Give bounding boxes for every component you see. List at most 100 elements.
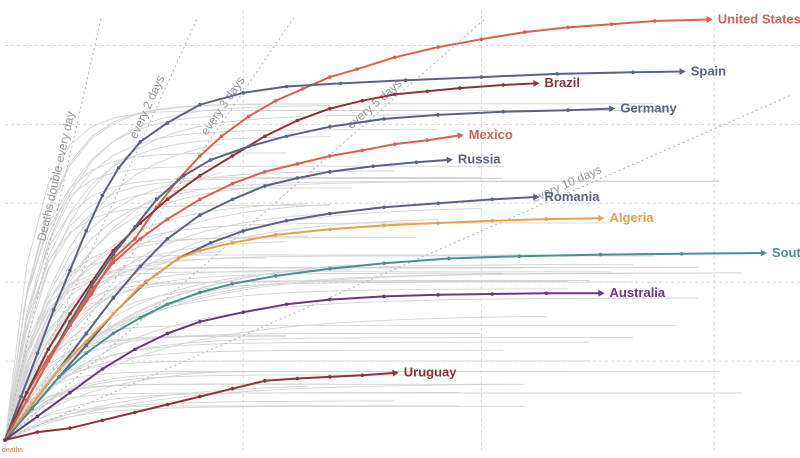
data-point [89, 284, 94, 288]
guide-line [4, 17, 487, 441]
data-point [490, 292, 495, 296]
data-point [230, 240, 235, 245]
data-point [46, 347, 51, 352]
data-point [138, 264, 143, 269]
guide-label: Deaths double every day [34, 110, 77, 243]
data-point [111, 296, 116, 300]
data-point [328, 154, 332, 158]
data-point [230, 154, 235, 158]
data-point [84, 351, 89, 356]
data-point [138, 315, 143, 320]
background-country-line [4, 254, 568, 441]
data-point [328, 266, 332, 271]
series-arrowhead [533, 80, 540, 87]
background-country-line [4, 218, 439, 441]
data-point [198, 173, 202, 178]
data-point [165, 217, 170, 221]
background-country-line [4, 204, 330, 441]
data-point [414, 160, 419, 165]
series-arrowhead [706, 16, 713, 23]
data-point [555, 72, 560, 76]
data-point [35, 430, 40, 434]
data-point [436, 201, 440, 206]
data-point [84, 343, 89, 348]
data-point [382, 205, 386, 210]
data-point [230, 197, 235, 202]
series-label: Mexico [469, 127, 513, 142]
guide-line [4, 17, 198, 441]
data-point [436, 45, 440, 49]
data-point [392, 55, 397, 60]
data-point [198, 102, 202, 107]
background-country-line [4, 212, 330, 441]
background-country-line [4, 237, 417, 441]
series-germany: Germany [3, 100, 677, 442]
data-point [198, 213, 202, 217]
data-point [328, 75, 332, 79]
axis-corner-label: deaths [2, 447, 24, 454]
background-country-line [4, 324, 677, 441]
data-point [111, 248, 116, 253]
data-point [68, 311, 72, 316]
background-country-line [4, 349, 504, 441]
series-romania: Romania [3, 189, 600, 442]
data-point [165, 302, 170, 307]
data-point [295, 162, 300, 166]
series-arrowhead [533, 193, 540, 201]
series-label: Germany [620, 100, 677, 115]
background-country-line [4, 263, 633, 441]
data-point [230, 181, 235, 186]
background-country-line [4, 405, 460, 441]
data-point [84, 339, 89, 344]
data-point [46, 359, 51, 363]
data-point [198, 319, 202, 324]
data-point [284, 134, 289, 139]
data-point [3, 438, 7, 442]
data-point [360, 98, 365, 103]
data-point [609, 22, 614, 27]
data-point [501, 83, 505, 87]
background-country-line [4, 370, 568, 441]
background-country-line [4, 392, 460, 441]
background-country-line [4, 110, 677, 441]
data-point [116, 165, 121, 170]
series-mexico: Mexico [3, 127, 513, 442]
data-point [598, 252, 603, 257]
data-point [19, 394, 24, 399]
series-label: Uruguay [404, 365, 458, 380]
data-point [295, 176, 300, 180]
guide-line [4, 17, 295, 441]
background-country-line [4, 115, 222, 441]
series-line [4, 18, 709, 441]
data-point [230, 386, 235, 391]
background-country-line [4, 114, 439, 441]
data-point [30, 402, 34, 407]
data-point [89, 288, 94, 292]
series-uruguay: Uruguay [3, 365, 457, 442]
highlighted-series: United States Spain Brazil Germany Mexico Rus… [3, 11, 800, 442]
data-point [165, 121, 170, 125]
guide-line [4, 17, 102, 441]
data-point [295, 118, 300, 123]
background-country-line [4, 172, 222, 441]
data-point [181, 173, 186, 178]
data-point [447, 256, 451, 261]
background-country-line [4, 272, 504, 441]
guide-label: every 2 days [126, 73, 167, 141]
background-country-line [4, 203, 309, 441]
data-point [198, 290, 202, 295]
data-point [154, 197, 159, 202]
data-point [138, 237, 143, 241]
data-point [133, 237, 137, 241]
data-point [284, 218, 289, 223]
data-point [165, 402, 170, 407]
series-label: Spain [691, 63, 726, 78]
data-point [138, 284, 143, 288]
data-point [241, 310, 246, 314]
series-south-korea: South Korea [3, 245, 800, 442]
background-country-line [4, 181, 720, 441]
data-point [284, 84, 289, 89]
data-point [111, 331, 116, 336]
data-point [566, 25, 570, 30]
background-country-line [4, 281, 633, 441]
